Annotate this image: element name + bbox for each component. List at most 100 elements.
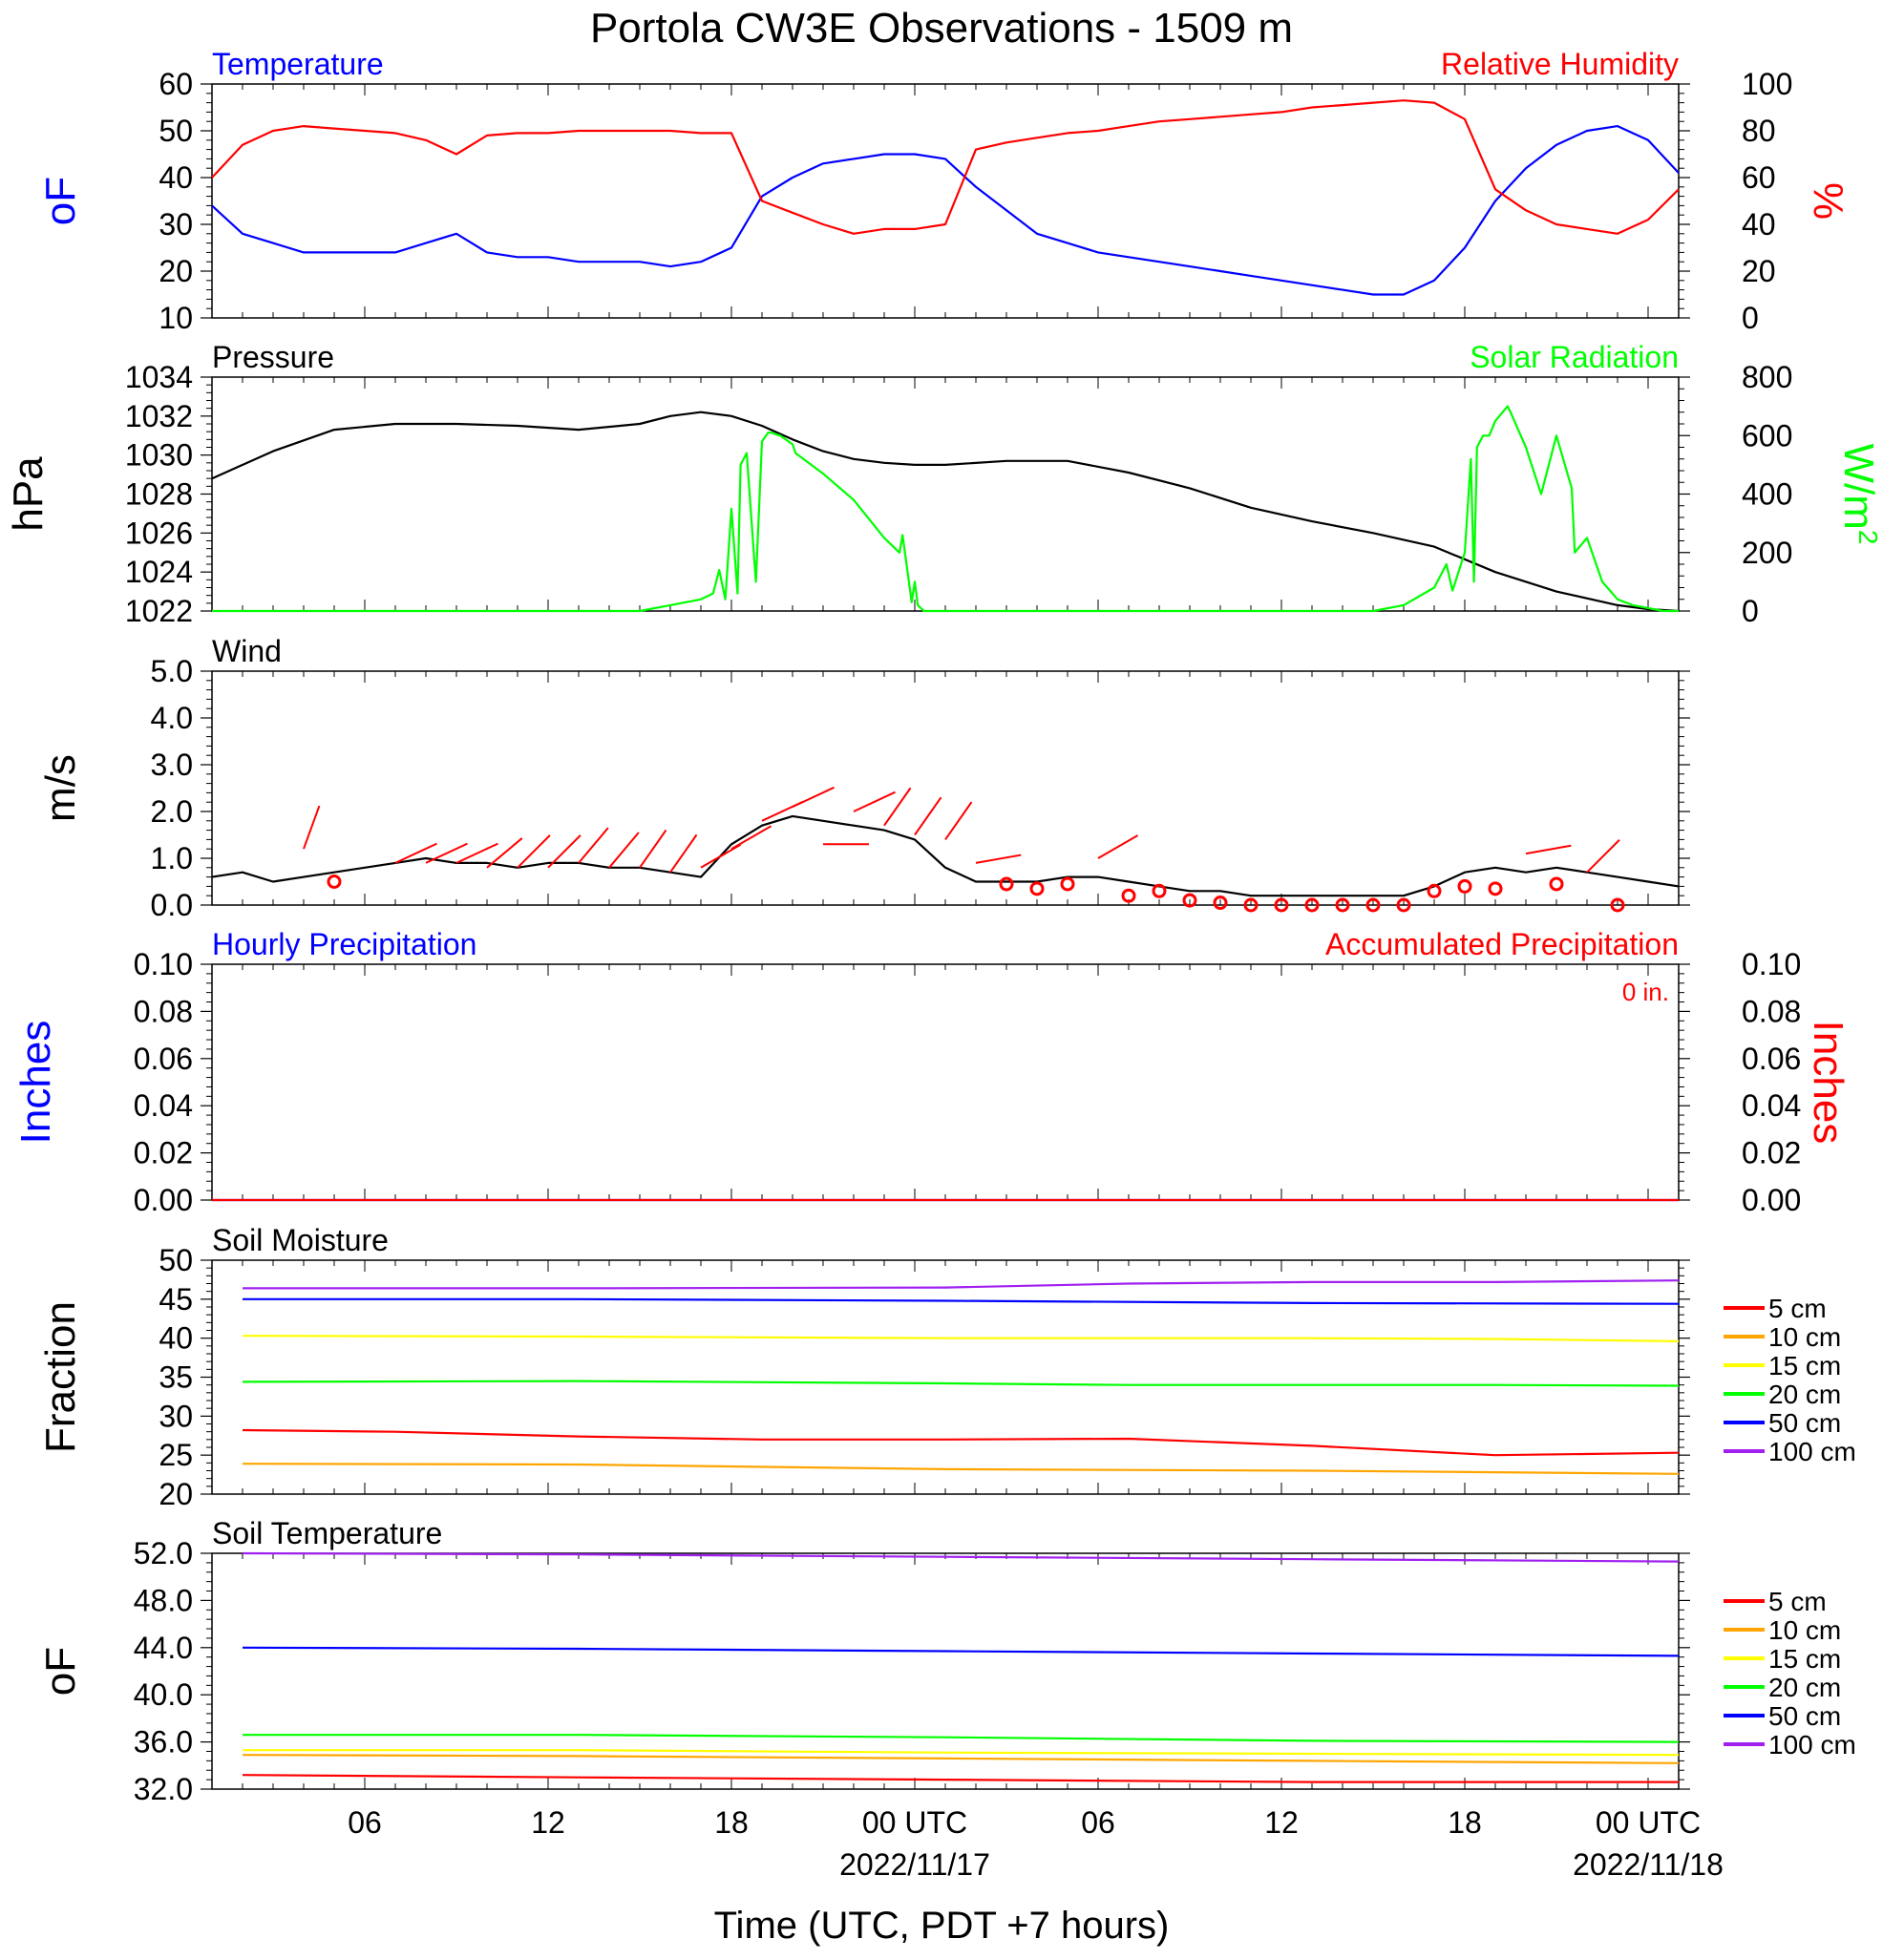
y-tick-label-left: 0.08 bbox=[134, 994, 193, 1028]
panel-precip: 0.00 0.02 0.04 0.06 0.08 0.10 0.00 0.02 0.04 0.06… bbox=[12, 927, 1851, 1217]
series-pressure_solar-1 bbox=[212, 405, 1679, 613]
wind-barb bbox=[1097, 834, 1139, 859]
panel-frame bbox=[211, 670, 1680, 906]
wind-calm-marker bbox=[1549, 876, 1564, 892]
wind-calm-marker bbox=[1029, 881, 1045, 896]
wind-calm-marker bbox=[1396, 897, 1411, 913]
y-tick-label-left: 30 bbox=[159, 207, 193, 242]
panel-title-left: Temperature bbox=[212, 47, 384, 81]
wind-barb bbox=[303, 805, 321, 850]
series-soil_moisture-5 bbox=[243, 1279, 1680, 1290]
wind-barb bbox=[547, 834, 582, 869]
y-tick-label-right: 0.10 bbox=[1742, 947, 1801, 981]
x-tick-label: 06 bbox=[348, 1805, 382, 1840]
y-tick-label-left: 52.0 bbox=[134, 1536, 193, 1570]
y-tick-label-right: 100 bbox=[1742, 67, 1792, 101]
y-tick-label-left: 1026 bbox=[125, 516, 193, 550]
y-tick-label-left: 1024 bbox=[125, 555, 193, 589]
y-tick-label-left: 0.00 bbox=[134, 1183, 193, 1217]
x-axis-labels: 06 12 18 00 UTC 2022/11/17 06 12 18 00 UTC 2022/1… bbox=[348, 1805, 1724, 1882]
y-tick-label-left: 1022 bbox=[125, 594, 193, 628]
y-tick-label-left: 35 bbox=[159, 1360, 193, 1395]
wind-calm-marker bbox=[1610, 897, 1625, 913]
legend-label: 5 cm bbox=[1768, 1294, 1827, 1323]
wind-barb bbox=[517, 834, 551, 869]
panel-pressure_solar: 1022 1024 1026 1028 1030 1032 1034 0 200 400 600 80… bbox=[5, 340, 1883, 628]
legend-label: 15 cm bbox=[1768, 1351, 1841, 1380]
y-tick-label-right: 0.00 bbox=[1742, 1183, 1801, 1217]
y-tick-label-right: 20 bbox=[1742, 254, 1776, 288]
wind-barb bbox=[975, 854, 1022, 864]
y-tick-label-right: 0.06 bbox=[1742, 1042, 1801, 1076]
panel-frame bbox=[211, 83, 1680, 319]
y-tick-label-left: 1032 bbox=[125, 399, 193, 433]
legend-label: 10 cm bbox=[1768, 1322, 1841, 1352]
y-tick-label-right: 200 bbox=[1742, 536, 1792, 570]
wind-calm-marker bbox=[1457, 878, 1472, 894]
y-tick-label-left: 40 bbox=[159, 1321, 193, 1356]
y-tick-label-left: 10 bbox=[159, 301, 193, 335]
y-tick-label-left: 0.02 bbox=[134, 1136, 193, 1170]
y-axis-label-right: W/m2 bbox=[1835, 444, 1883, 545]
wind-calm-marker bbox=[1365, 897, 1381, 913]
y-tick-label-right: 800 bbox=[1742, 360, 1792, 394]
wind-calm-marker bbox=[1243, 897, 1259, 913]
series-soil_moisture-4 bbox=[243, 1297, 1680, 1305]
y-tick-label-right: 600 bbox=[1742, 418, 1792, 453]
wind-calm-marker bbox=[1335, 897, 1350, 913]
wind-barb bbox=[669, 833, 698, 874]
wind-barb bbox=[639, 829, 667, 869]
series-soil_moisture-2 bbox=[242, 1335, 1680, 1342]
y-tick-label-left: 1.0 bbox=[151, 841, 193, 875]
y-tick-label-left: 40 bbox=[159, 160, 193, 195]
panel-wind: 0.0 1.0 2.0 3.0 4.0 5.0 Wind m/s bbox=[37, 634, 1690, 922]
x-axis-label: Time (UTC, PDT +7 hours) bbox=[714, 1905, 1170, 1947]
series-soil_temp-4 bbox=[242, 1646, 1680, 1657]
y-tick-label-left: 20 bbox=[159, 1477, 193, 1511]
y-tick-label-left: 48.0 bbox=[134, 1583, 193, 1617]
legend-label: 15 cm bbox=[1768, 1644, 1841, 1674]
series-pressure_solar-0 bbox=[211, 411, 1680, 613]
legend-label: 50 cm bbox=[1768, 1408, 1841, 1438]
y-tick-label-left: 0.06 bbox=[134, 1042, 193, 1076]
y-tick-label-left: 4.0 bbox=[151, 701, 193, 735]
y-tick-label-left: 0.04 bbox=[134, 1088, 193, 1123]
x-tick-label: 12 bbox=[1264, 1805, 1299, 1840]
x-tick-label: 06 bbox=[1081, 1805, 1115, 1840]
wind-calm-marker bbox=[1274, 897, 1289, 913]
y-axis-label-left: Inches bbox=[12, 1021, 59, 1145]
y-tick-label-left: 0.10 bbox=[134, 947, 193, 981]
y-axis-label-left: oF bbox=[37, 177, 84, 225]
series-temp_rh-1 bbox=[211, 99, 1680, 235]
wind-barb bbox=[455, 842, 498, 864]
x-tick-label: 18 bbox=[1448, 1805, 1482, 1840]
y-tick-label-left: 40.0 bbox=[134, 1677, 193, 1712]
panel-soil_temp: 32.0 36.0 40.0 44.0 48.0 52.0 Soil Temperature… bbox=[37, 1516, 1690, 1806]
x-tick-date: 2022/11/18 bbox=[1573, 1847, 1724, 1882]
panel-title-left: Wind bbox=[212, 634, 282, 668]
panel-title-right: Relative Humidity bbox=[1441, 47, 1679, 81]
legend-label: 50 cm bbox=[1768, 1701, 1841, 1731]
wind-barb bbox=[883, 787, 912, 827]
wind-calm-marker bbox=[1427, 883, 1442, 898]
panel-soil_moisture: 20 25 30 35 40 45 50 Soil Moisture Fraction bbox=[37, 1223, 1690, 1511]
series-soil_temp-1 bbox=[242, 1754, 1680, 1764]
precip-annotation: 0 in. bbox=[1622, 978, 1669, 1006]
wind-calm-marker bbox=[1121, 888, 1136, 903]
y-tick-label-left: 0.0 bbox=[151, 888, 193, 922]
panel-title-left: Soil Moisture bbox=[212, 1223, 389, 1257]
y-tick-label-left: 1028 bbox=[125, 477, 193, 512]
wind-barb bbox=[1525, 844, 1572, 855]
panel-title-left: Hourly Precipitation bbox=[212, 927, 476, 961]
panel-temp_rh: 10 20 30 40 50 60 0 20 40 60 80 100 Temperature Relat… bbox=[37, 47, 1851, 335]
series-soil_temp-0 bbox=[242, 1774, 1679, 1783]
y-tick-label-left: 44.0 bbox=[134, 1631, 193, 1665]
wind-calm-marker bbox=[327, 875, 342, 889]
y-tick-label-right: 0 bbox=[1742, 301, 1759, 335]
wind-barb bbox=[425, 842, 468, 864]
panel-frame bbox=[211, 1259, 1680, 1495]
y-tick-label-right: 0.02 bbox=[1742, 1136, 1801, 1170]
